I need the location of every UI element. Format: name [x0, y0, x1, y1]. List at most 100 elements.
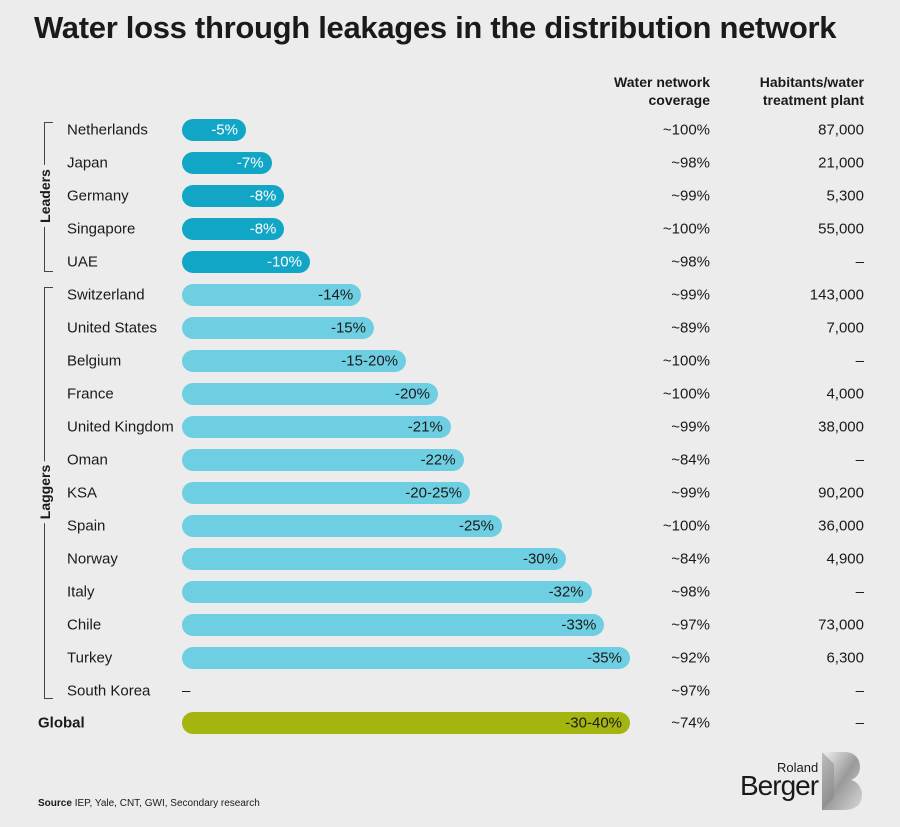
coverage-value-turkey: ~92%: [671, 649, 710, 667]
country-label-united-kingdom: United Kingdom: [67, 418, 174, 436]
bar-italy: [182, 581, 592, 603]
bar-label-germany: -8%: [249, 187, 277, 205]
bar-label-turkey: -35%: [586, 649, 622, 667]
bar-label-switzerland: -14%: [318, 286, 354, 304]
country-label-oman: Oman: [67, 451, 108, 469]
bar-global: [182, 712, 630, 734]
coverage-value-singapore: ~100%: [662, 220, 710, 238]
habitants-value-spain: 36,000: [818, 517, 864, 535]
country-label-chile: Chile: [67, 616, 102, 634]
habitants-value-uae: –: [855, 253, 864, 271]
country-label-switzerland: Switzerland: [67, 286, 145, 304]
habitants-value-south-korea: –: [855, 682, 864, 700]
coverage-value-chile: ~97%: [671, 616, 710, 634]
country-label-singapore: Singapore: [67, 220, 136, 238]
coverage-value-global: ~74%: [671, 714, 710, 732]
coverage-value-united-kingdom: ~99%: [671, 418, 710, 436]
coverage-column-header: Water network coverage: [614, 73, 710, 109]
country-label-united-states: United States: [67, 319, 158, 337]
habitants-value-italy: –: [855, 583, 864, 601]
country-label-south-korea: South Korea: [67, 682, 151, 700]
coverage-value-switzerland: ~99%: [671, 286, 710, 304]
habitants-value-france: 4,000: [826, 385, 864, 403]
bar-switzerland: [182, 284, 362, 306]
logo-b-icon: [822, 752, 862, 810]
country-label-belgium: Belgium: [67, 352, 122, 370]
bar-france: [182, 383, 438, 405]
coverage-header-line1: Water network: [614, 74, 710, 90]
bar-norway: [182, 548, 566, 570]
bar-label-spain: -25%: [458, 517, 494, 535]
bar-oman: [182, 449, 464, 471]
habitants-value-norway: 4,900: [826, 550, 864, 568]
habitants-value-chile: 73,000: [818, 616, 864, 634]
habitants-value-singapore: 55,000: [818, 220, 864, 238]
coverage-value-france: ~100%: [662, 385, 710, 403]
logo-roland-text: Roland: [777, 760, 819, 775]
country-label-norway: Norway: [67, 550, 118, 568]
country-label-germany: Germany: [67, 187, 129, 205]
habitants-value-ksa: 90,200: [818, 484, 864, 502]
habitants-column-header: Habitants/water treatment plant: [760, 73, 864, 109]
coverage-value-norway: ~84%: [671, 550, 710, 568]
bar-label-france: -20%: [394, 385, 430, 403]
habitants-value-switzerland: 143,000: [809, 286, 864, 304]
habitants-value-belgium: –: [855, 352, 864, 370]
country-label-spain: Spain: [67, 517, 106, 535]
country-label-global: Global: [38, 714, 85, 732]
coverage-value-uae: ~98%: [671, 253, 710, 271]
bar-label-belgium: -15-20%: [341, 352, 398, 370]
habitants-value-netherlands: 87,000: [818, 121, 864, 139]
habitants-header-line1: Habitants/water: [759, 74, 864, 90]
country-label-ksa: KSA: [67, 484, 98, 502]
coverage-value-oman: ~84%: [671, 451, 710, 469]
habitants-value-oman: –: [855, 451, 864, 469]
habitants-value-japan: 21,000: [818, 154, 864, 172]
country-label-japan: Japan: [67, 154, 108, 172]
coverage-value-belgium: ~100%: [662, 352, 710, 370]
bar-label-japan: -7%: [236, 154, 264, 172]
bar-label-chile: -33%: [561, 616, 597, 634]
bar-belgium: [182, 350, 406, 372]
bar-singapore: [182, 218, 285, 240]
bar-chile: [182, 614, 605, 636]
bar-uae: [182, 251, 310, 273]
bar-germany: [182, 185, 285, 207]
coverage-value-japan: ~98%: [671, 154, 710, 172]
coverage-header-line2: coverage: [648, 92, 710, 108]
habitants-value-turkey: 6,300: [826, 649, 864, 667]
source-note: Source IEP, Yale, CNT, GWI, Secondary re…: [38, 798, 260, 809]
coverage-value-spain: ~100%: [662, 517, 710, 535]
coverage-value-south-korea: ~97%: [671, 682, 710, 700]
bar-label-united-states: -15%: [330, 319, 366, 337]
habitants-value-global: –: [855, 714, 864, 732]
bar-label-italy: -32%: [548, 583, 584, 601]
bar-united-kingdom: [182, 416, 451, 438]
coverage-value-germany: ~99%: [671, 187, 710, 205]
country-label-netherlands: Netherlands: [67, 121, 148, 139]
source-text: IEP, Yale, CNT, GWI, Secondary research: [74, 798, 260, 809]
bar-label-ksa: -20-25%: [405, 484, 462, 502]
country-label-france: France: [67, 385, 114, 403]
coverage-value-united-states: ~89%: [671, 319, 710, 337]
logo-berger-text: Berger: [740, 770, 819, 801]
bar-united-states: [182, 317, 374, 339]
habitants-value-united-states: 7,000: [826, 319, 864, 337]
bar-label-united-kingdom: -21%: [407, 418, 443, 436]
bar-label-south-korea: –: [182, 682, 191, 700]
bar-label-norway: -30%: [522, 550, 558, 568]
country-label-turkey: Turkey: [67, 649, 113, 667]
habitants-value-germany: 5,300: [826, 187, 864, 205]
bar-label-netherlands: -5%: [211, 121, 238, 139]
bar-japan: [182, 152, 272, 174]
habitants-header-line2: treatment plant: [762, 92, 864, 108]
page-title: Water loss through leakages in the distr…: [34, 10, 837, 45]
bar-spain: [182, 515, 502, 537]
bar-label-singapore: -8%: [249, 220, 277, 238]
bar-label-oman: -22%: [420, 451, 456, 469]
bar-ksa: [182, 482, 470, 504]
source-label: Source: [38, 798, 72, 809]
coverage-value-ksa: ~99%: [671, 484, 710, 502]
country-label-italy: Italy: [67, 583, 95, 601]
